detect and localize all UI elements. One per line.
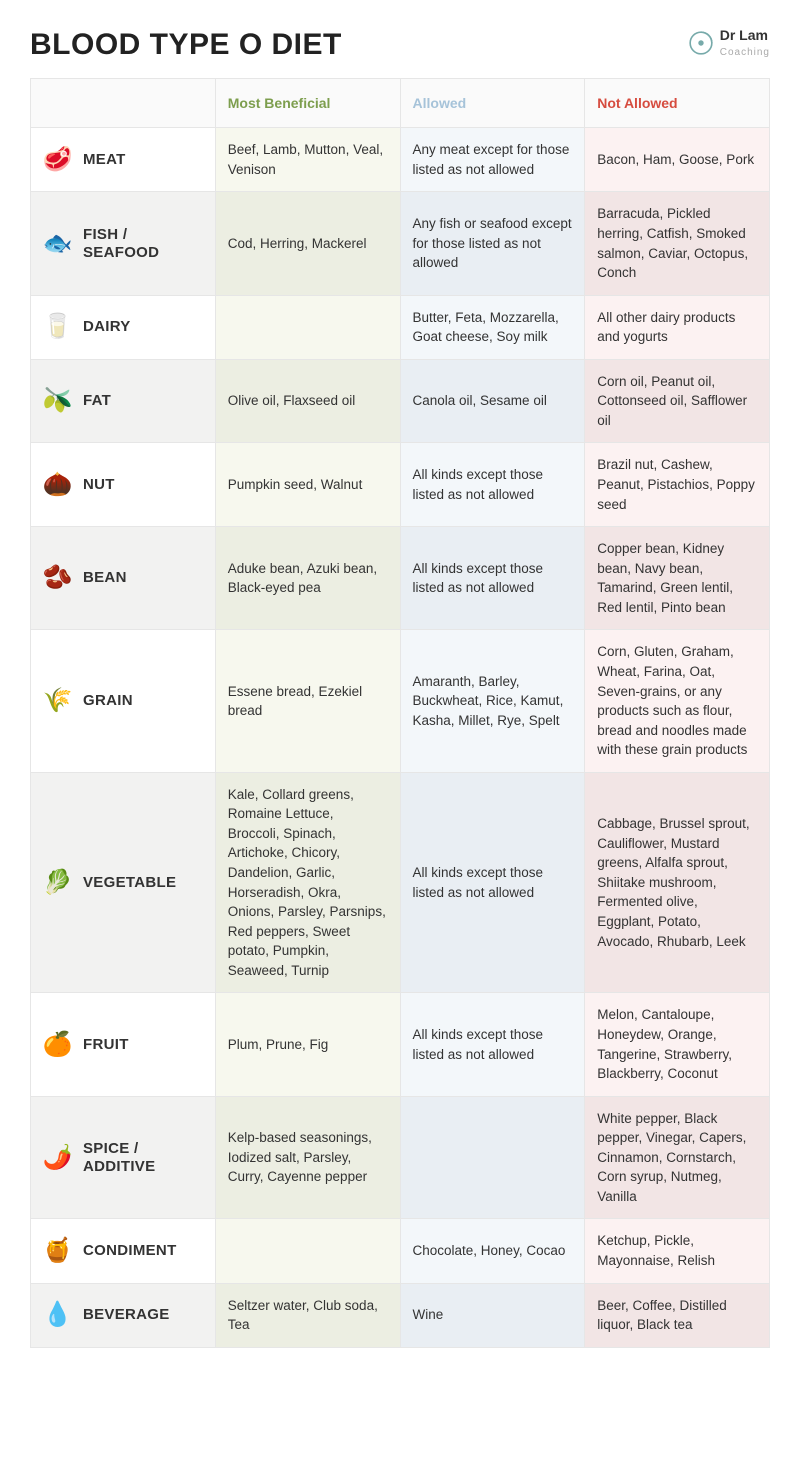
cell-allowed: Wine	[400, 1283, 585, 1347]
category-label: FISH / SEAFOOD	[83, 226, 203, 262]
category-label: FRUIT	[83, 1036, 129, 1054]
fish-icon: 🐟	[43, 229, 73, 259]
dairy-icon: 🥛	[43, 312, 73, 342]
table-row: 🍯 CONDIMENT Chocolate, Honey, Cocao Ketch…	[31, 1219, 770, 1283]
cell-allowed: All kinds except those listed as not all…	[400, 772, 585, 993]
cell-allowed: Canola oil, Sesame oil	[400, 359, 585, 443]
cell-allowed: All kinds except those listed as not all…	[400, 443, 585, 527]
header-row: BLOOD TYPE O DIET Dr Lam Coaching	[30, 28, 770, 62]
cell-allowed	[400, 1096, 585, 1219]
logo-icon	[688, 30, 714, 56]
cell-allowed: Any meat except for those listed as not …	[400, 128, 585, 192]
category-label: SPICE / ADDITIVE	[83, 1140, 203, 1176]
table-body: 🥩MEAT Beef, Lamb, Mutton, Veal, Venison …	[31, 128, 770, 1347]
cell-not-allowed: Bacon, Ham, Goose, Pork	[585, 128, 770, 192]
category-label: CONDIMENT	[83, 1242, 177, 1260]
table-row: 🫘 BEAN Aduke bean, Azuki bean, Black-eyed…	[31, 527, 770, 630]
cell-beneficial: Plum, Prune, Fig	[215, 993, 400, 1096]
cell-beneficial: Kelp-based seasonings, Iodized salt, Par…	[215, 1096, 400, 1219]
table-row: 🥛 DAIRY Butter, Feta, Mozzarella, Goat ch…	[31, 295, 770, 359]
cell-not-allowed: Brazil nut, Cashew, Peanut, Pistachios, …	[585, 443, 770, 527]
th-allowed: Allowed	[400, 79, 585, 128]
cell-beneficial	[215, 295, 400, 359]
page-title: BLOOD TYPE O DIET	[30, 28, 342, 62]
table-row: 🐟 FISH / SEAFOOD Cod, Herring, Mackerel A…	[31, 192, 770, 295]
cell-not-allowed: Cabbage, Brussel sprout, Cauliflower, Mu…	[585, 772, 770, 993]
cell-not-allowed: Copper bean, Kidney bean, Navy bean, Tam…	[585, 527, 770, 630]
cell-beneficial: Aduke bean, Azuki bean, Black-eyed pea	[215, 527, 400, 630]
fruit-icon: 🍊	[43, 1030, 73, 1060]
meat-icon: 🥩	[43, 145, 73, 175]
category-label: FAT	[83, 392, 111, 410]
logo-name: Dr Lam	[720, 27, 768, 43]
cell-not-allowed: White pepper, Black pepper, Vinegar, Cap…	[585, 1096, 770, 1219]
cell-not-allowed: Beer, Coffee, Distilled liquor, Black te…	[585, 1283, 770, 1347]
cell-beneficial: Pumpkin seed, Walnut	[215, 443, 400, 527]
fat-icon: 🫒	[43, 386, 73, 416]
cell-allowed: All kinds except those listed as not all…	[400, 527, 585, 630]
cell-beneficial: Beef, Lamb, Mutton, Veal, Venison	[215, 128, 400, 192]
table-row: 🥩MEAT Beef, Lamb, Mutton, Veal, Venison …	[31, 128, 770, 192]
table-row: 💧BEVERAGE Seltzer water, Club soda, Tea …	[31, 1283, 770, 1347]
cell-not-allowed: All other dairy products and yogurts	[585, 295, 770, 359]
cell-beneficial	[215, 1219, 400, 1283]
grain-icon: 🌾	[43, 686, 73, 716]
table-row: 🌶️ SPICE / ADDITIVE Kelp-based seasonings…	[31, 1096, 770, 1219]
th-category	[31, 79, 216, 128]
category-label: GRAIN	[83, 692, 133, 710]
th-beneficial: Most Beneficial	[215, 79, 400, 128]
cell-not-allowed: Corn, Gluten, Graham, Wheat, Farina, Oat…	[585, 630, 770, 772]
cell-allowed: All kinds except those listed as not all…	[400, 993, 585, 1096]
category-label: MEAT	[83, 151, 126, 169]
cell-beneficial: Olive oil, Flaxseed oil	[215, 359, 400, 443]
category-label: VEGETABLE	[83, 874, 176, 892]
cell-not-allowed: Melon, Cantaloupe, Honeydew, Orange, Tan…	[585, 993, 770, 1096]
cell-not-allowed: Barracuda, Pickled herring, Catfish, Smo…	[585, 192, 770, 295]
category-label: DAIRY	[83, 318, 131, 336]
table-row: 🫒 FAT Olive oil, Flaxseed oil Canola oil,…	[31, 359, 770, 443]
logo-sub: Coaching	[720, 47, 770, 58]
diet-table: Most Beneficial Allowed Not Allowed 🥩 MEA…	[30, 78, 770, 1348]
table-row: 🌾 GRAIN Essene bread, Ezekiel bread Amara…	[31, 630, 770, 772]
cell-allowed: Butter, Feta, Mozzarella, Goat cheese, S…	[400, 295, 585, 359]
table-row: 🥬 VEGETABLE Kale, Collard greens, Romaine…	[31, 772, 770, 993]
spice-icon: 🌶️	[43, 1143, 73, 1173]
cell-beneficial: Essene bread, Ezekiel bread	[215, 630, 400, 772]
th-not-allowed: Not Allowed	[585, 79, 770, 128]
cell-allowed: Chocolate, Honey, Cocao	[400, 1219, 585, 1283]
condiment-icon: 🍯	[43, 1236, 73, 1266]
cell-beneficial: Seltzer water, Club soda, Tea	[215, 1283, 400, 1347]
table-row: 🍊 FRUIT Plum, Prune, Fig All kinds except…	[31, 993, 770, 1096]
brand-logo: Dr Lam Coaching	[688, 28, 770, 59]
cell-not-allowed: Ketchup, Pickle, Mayonnaise, Relish	[585, 1219, 770, 1283]
cell-beneficial: Cod, Herring, Mackerel	[215, 192, 400, 295]
table-header-row: Most Beneficial Allowed Not Allowed	[31, 79, 770, 128]
category-label: BEAN	[83, 569, 127, 587]
nut-icon: 🌰	[43, 470, 73, 500]
beverage-icon: 💧	[43, 1300, 73, 1330]
vegetable-icon: 🥬	[43, 868, 73, 898]
table-row: 🌰 NUT Pumpkin seed, Walnut All kinds exce…	[31, 443, 770, 527]
cell-allowed: Amaranth, Barley, Buckwheat, Rice, Kamut…	[400, 630, 585, 772]
category-label: NUT	[83, 476, 115, 494]
cell-beneficial: Kale, Collard greens, Romaine Lettuce, B…	[215, 772, 400, 993]
cell-not-allowed: Corn oil, Peanut oil, Cottonseed oil, Sa…	[585, 359, 770, 443]
page-container: BLOOD TYPE O DIET Dr Lam Coaching Most B…	[0, 0, 800, 1378]
category-label: BEVERAGE	[83, 1306, 170, 1324]
bean-icon: 🫘	[43, 563, 73, 593]
cell-allowed: Any fish or seafood except for those lis…	[400, 192, 585, 295]
